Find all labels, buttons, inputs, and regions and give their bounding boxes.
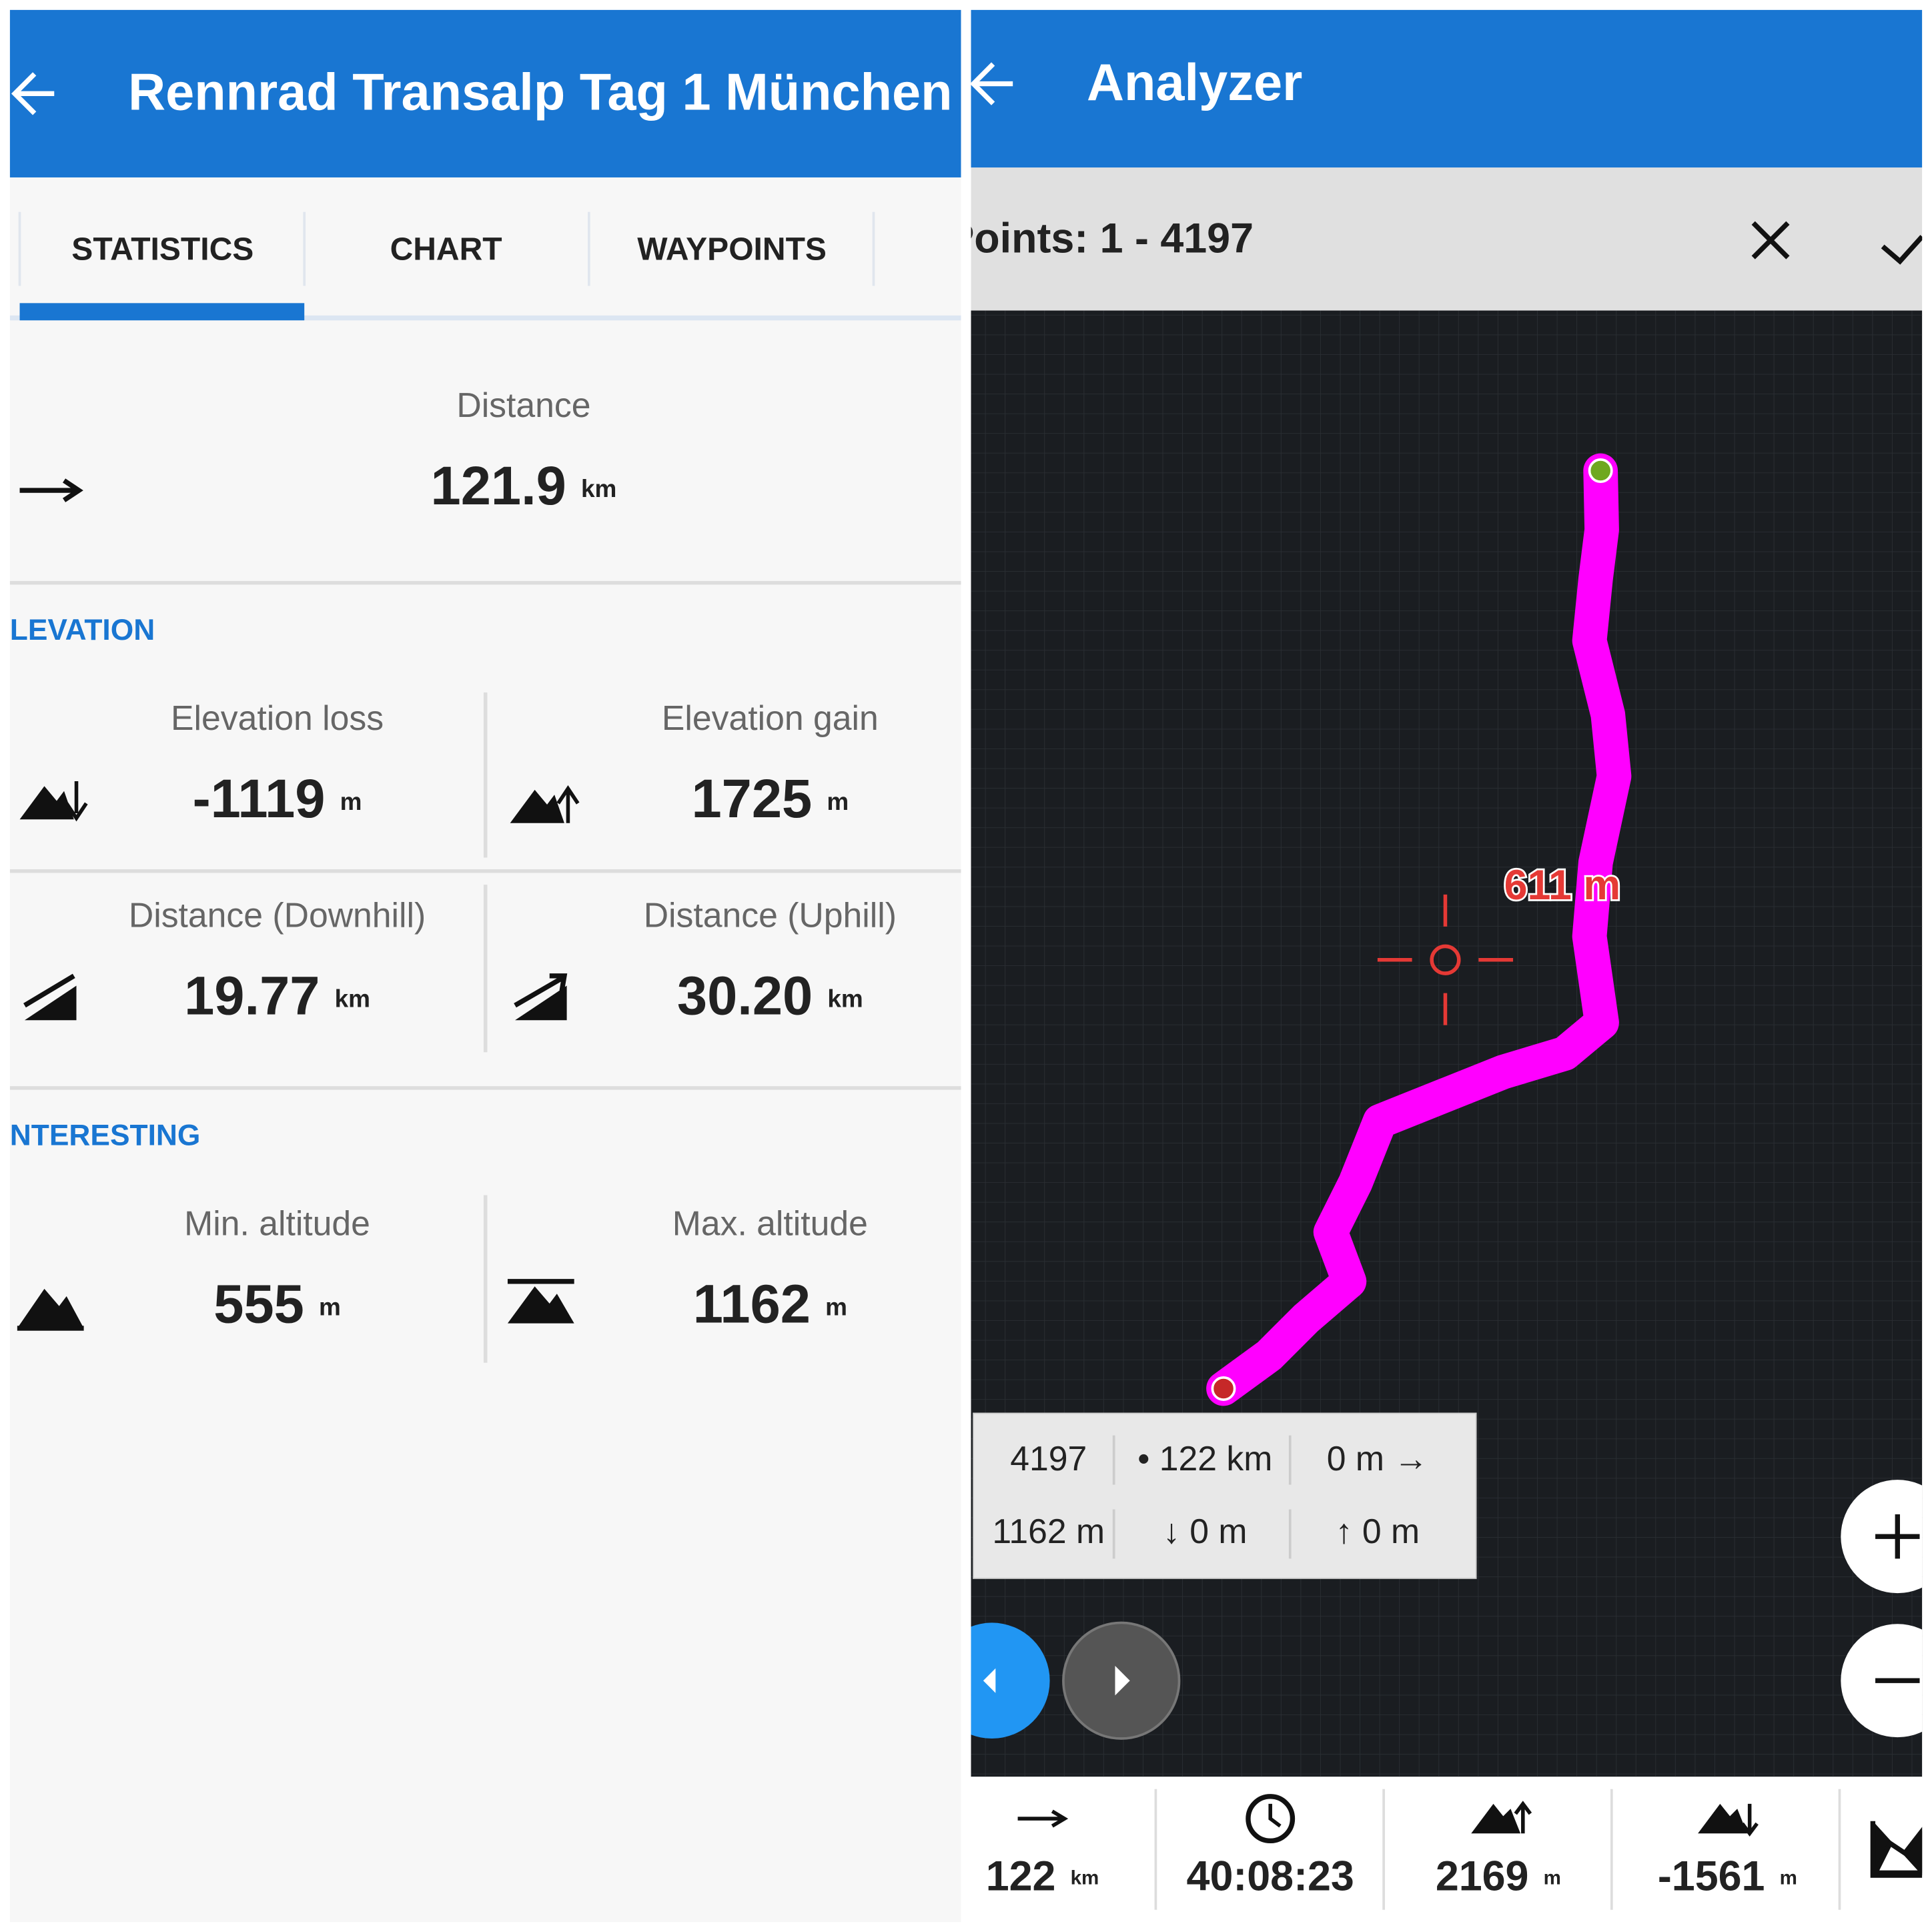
tab-dividers — [18, 211, 875, 286]
section-heading: LEVATION — [10, 614, 155, 646]
previous-icon — [983, 1668, 996, 1693]
statistics-panel: Rennrad Transalp Tag 1 München - STATIST… — [9, 9, 984, 1923]
popup-cell: 1162 m — [992, 1512, 1105, 1550]
stat-value: 1725 m — [691, 769, 849, 830]
value: 40:08:23 — [1187, 1853, 1354, 1899]
bottom-stats-bar — [971, 1777, 1923, 1923]
stats-icons — [1017, 1794, 1923, 1878]
plus-icon — [1875, 1514, 1920, 1559]
app-bar — [971, 9, 1923, 168]
value: 2169 — [1436, 1853, 1529, 1899]
analyzer-panel: Analyzer Points: 1 - 4197 611 m 4197 • 12… — [934, 9, 1923, 1923]
unit: m — [825, 1293, 847, 1320]
value: 30.20 — [677, 966, 813, 1027]
point-info-popup — [973, 1412, 1477, 1579]
section-heading: NTERESTING — [10, 1119, 201, 1151]
popup-dividers — [1112, 1435, 1292, 1559]
value: 122 — [986, 1853, 1056, 1899]
gutter — [961, 0, 971, 1932]
stat-icons — [17, 781, 580, 1331]
stat-label: Distance (Downhill) — [129, 896, 426, 935]
separators — [9, 580, 961, 1363]
selection-bar — [971, 167, 1923, 311]
stat-label: Distance (Uphill) — [644, 896, 897, 935]
stat-label: Elevation loss — [171, 698, 384, 737]
summary-stat: 2169 m — [1436, 1853, 1561, 1899]
confirm-button[interactable] — [1881, 235, 1923, 265]
value: 1725 — [691, 769, 812, 830]
unit: m — [1780, 1867, 1797, 1889]
value: 121.9 — [431, 456, 566, 517]
distance-label: 611 m — [1504, 862, 1621, 909]
points-range: Points: 1 - 4197 — [946, 215, 1254, 262]
stat-label: Distance — [456, 386, 590, 424]
end-point — [1211, 1376, 1236, 1401]
distance-icon — [19, 478, 83, 502]
stat-label: Min. altitude — [184, 1203, 370, 1242]
value: -1561 — [1658, 1853, 1765, 1899]
unit: m — [340, 788, 362, 815]
back-button[interactable] — [971, 62, 1013, 105]
stat-label: Elevation gain — [662, 698, 879, 737]
track-title: Rennrad Transalp Tag 1 München - — [128, 64, 984, 121]
start-point — [1588, 458, 1613, 483]
popup-cell: ↑ 0 m — [1336, 1512, 1420, 1550]
value: 555 — [213, 1274, 304, 1335]
stats-dividers — [1154, 1789, 1841, 1910]
next-icon — [1115, 1666, 1130, 1696]
tab[interactable]: CHART — [390, 231, 502, 267]
tab[interactable]: STATISTICS — [71, 231, 254, 267]
popup-cell: 4197 — [1010, 1439, 1087, 1478]
popup-cell: ↓ 0 m — [1163, 1512, 1247, 1550]
popup-cell: • 122 km — [1137, 1439, 1272, 1478]
unit: m — [319, 1293, 341, 1320]
value: -1119 — [193, 769, 326, 830]
back-button[interactable] — [11, 72, 55, 115]
screen-title: Analyzer — [1087, 54, 1302, 111]
stat-value: 30.20 km — [677, 966, 863, 1027]
value: 19.77 — [184, 966, 320, 1027]
track-route — [1206, 453, 1632, 1406]
popup-cell: 0 m → — [1327, 1439, 1428, 1478]
previous-button[interactable] — [934, 1622, 1050, 1739]
summary-stat: -1561 m — [1658, 1853, 1797, 1899]
summary-stat: 40:08:23 — [1187, 1853, 1354, 1899]
value: 1162 — [693, 1274, 811, 1335]
summary-stat: 122 km — [986, 1853, 1099, 1899]
stat-value: 555 m — [213, 1274, 341, 1335]
tab-indicator — [19, 303, 305, 321]
unit: m — [827, 788, 849, 815]
stat-value: 19.77 km — [184, 966, 370, 1027]
stat-value: -1119 m — [193, 769, 362, 830]
cancel-button[interactable] — [1751, 221, 1790, 260]
stat-value: 1162 m — [693, 1274, 847, 1335]
unit: km — [581, 475, 616, 502]
unit: m — [1544, 1867, 1561, 1889]
unit: km — [1071, 1867, 1099, 1889]
tab[interactable]: WAYPOINTS — [637, 231, 827, 267]
unit: km — [827, 985, 863, 1012]
stat-label: Max. altitude — [672, 1203, 868, 1242]
stat-value: 121.9 km — [431, 456, 617, 517]
app-bar — [9, 9, 961, 177]
unit: km — [335, 985, 370, 1012]
crosshair — [1377, 894, 1514, 1025]
